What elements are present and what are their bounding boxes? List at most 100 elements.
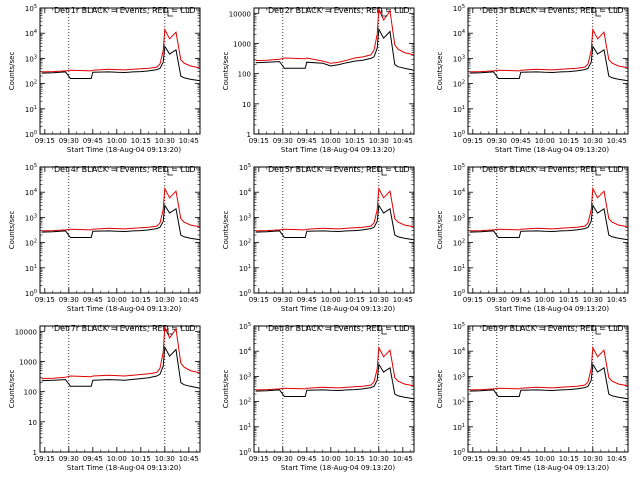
y-tick-exponent: 5 (34, 4, 37, 10)
plot-frame (39, 325, 201, 453)
y-tick-label: 1 (33, 449, 37, 457)
y-tick-label: 103 (239, 213, 251, 222)
panel-det-2: Det 2r BLACK = Events, RED = LLD11010010… (222, 6, 415, 154)
y-tick-label: 103 (25, 213, 37, 222)
panel-det-7: Det 7r BLACK = Events, RED = LLD11010010… (8, 324, 201, 472)
x-tick-label: 09:30 (487, 296, 507, 304)
x-tick-label: 10:15 (559, 296, 579, 304)
y-tick-label: 101 (453, 264, 465, 273)
x-tick-label: 10:30 (369, 137, 389, 145)
corner-marker (381, 328, 387, 335)
y-tick-exponent: 2 (34, 239, 37, 245)
plot-frame (253, 7, 415, 135)
panel-det-6: Det 6r BLACK = Events, RED = LLD10010110… (436, 163, 629, 313)
y-tick-label: 102 (453, 80, 465, 89)
y-tick-exponent: 0 (462, 130, 465, 136)
x-tick-label: 10:30 (369, 296, 389, 304)
x-tick-label: 09:30 (59, 137, 79, 145)
x-tick-label: 09:30 (273, 296, 293, 304)
y-tick-label: 100 (25, 130, 37, 139)
x-tick-label: 10:30 (369, 455, 389, 463)
y-tick-exponent: 3 (34, 54, 37, 60)
y-tick-label: 10 (242, 101, 251, 109)
y-tick-exponent: 3 (462, 372, 465, 378)
series-events (41, 203, 201, 241)
x-axis-label: Start Time (18-Aug-04 09:13:20) (495, 146, 609, 154)
y-axis-label: Counts/sec (222, 211, 230, 250)
y-tick-label: 100 (239, 289, 251, 298)
y-tick-label: 105 (453, 4, 465, 13)
corner-marker (167, 328, 173, 335)
x-tick-label: 10:45 (179, 137, 199, 145)
y-tick-label: 102 (25, 239, 37, 248)
y-tick-label: 101 (453, 105, 465, 114)
x-tick-label: 09:30 (59, 296, 79, 304)
y-tick-label: 102 (239, 239, 251, 248)
y-tick-label: 105 (239, 163, 251, 172)
y-tick-label: 103 (453, 54, 465, 63)
x-tick-label: 10:30 (583, 455, 603, 463)
x-tick-label: 09:45 (511, 137, 531, 145)
y-tick-exponent: 1 (248, 423, 251, 429)
x-axis-label: Start Time (18-Aug-04 09:13:20) (67, 305, 181, 313)
y-tick-exponent: 5 (462, 163, 465, 169)
series-lld (469, 27, 629, 73)
x-tick-label: 09:15 (463, 455, 483, 463)
corner-marker (595, 328, 601, 335)
y-tick-label: 104 (25, 188, 37, 197)
x-tick-label: 10:15 (131, 455, 151, 463)
x-tick-label: 10:15 (131, 296, 151, 304)
panel-det-5: Det 5r BLACK = Events, RED = LLD10010110… (222, 163, 415, 313)
y-tick-exponent: 0 (34, 130, 37, 136)
series-events (469, 362, 629, 400)
plot-frame (39, 7, 201, 135)
y-tick-exponent: 3 (34, 213, 37, 219)
y-axis-label: Counts/sec (8, 370, 16, 409)
x-tick-label: 10:45 (393, 296, 413, 304)
y-tick-exponent: 4 (462, 188, 465, 194)
x-tick-label: 09:15 (35, 455, 55, 463)
y-tick-label: 101 (25, 105, 37, 114)
y-axis-label: Counts/sec (8, 52, 16, 91)
x-axis-label: Start Time (18-Aug-04 09:13:20) (67, 464, 181, 472)
panel-det-1: Det 1r BLACK = Events, RED = LLD10010110… (8, 4, 201, 154)
x-tick-label: 09:45 (511, 296, 531, 304)
y-tick-label: 103 (25, 54, 37, 63)
y-tick-label: 102 (453, 398, 465, 407)
y-tick-label: 101 (239, 264, 251, 273)
y-tick-exponent: 3 (462, 213, 465, 219)
x-tick-label: 10:00 (107, 137, 127, 145)
y-tick-exponent: 3 (248, 372, 251, 378)
x-tick-label: 10:15 (345, 455, 365, 463)
y-tick-exponent: 0 (248, 289, 251, 295)
y-tick-exponent: 4 (462, 347, 465, 353)
x-tick-label: 09:15 (35, 137, 55, 145)
x-tick-label: 10:45 (393, 455, 413, 463)
y-tick-exponent: 4 (248, 188, 251, 194)
series-events (255, 27, 415, 71)
y-tick-exponent: 0 (248, 448, 251, 454)
x-tick-label: 10:45 (179, 296, 199, 304)
y-tick-exponent: 1 (34, 264, 37, 270)
y-tick-exponent: 2 (462, 239, 465, 245)
x-tick-label: 09:30 (487, 455, 507, 463)
y-tick-label: 1000 (233, 40, 251, 48)
y-tick-label: 101 (25, 264, 37, 273)
corner-marker (381, 169, 387, 176)
y-tick-exponent: 5 (34, 163, 37, 169)
y-tick-exponent: 0 (34, 289, 37, 295)
y-tick-label: 104 (239, 347, 251, 356)
series-lld (469, 186, 629, 232)
y-tick-exponent: 1 (462, 105, 465, 111)
x-axis-label: Start Time (18-Aug-04 09:13:20) (281, 464, 395, 472)
y-tick-label: 104 (453, 29, 465, 38)
y-tick-label: 100 (25, 289, 37, 298)
series-lld (41, 27, 201, 73)
x-tick-label: 09:30 (487, 137, 507, 145)
panel-det-9: Det 9r BLACK = Events, RED = LLD10010110… (436, 322, 629, 472)
y-tick-exponent: 0 (462, 448, 465, 454)
x-tick-label: 10:15 (559, 455, 579, 463)
series-events (41, 44, 201, 82)
panel-det-8: Det 8r BLACK = Events, RED = LLD10010110… (222, 322, 415, 472)
